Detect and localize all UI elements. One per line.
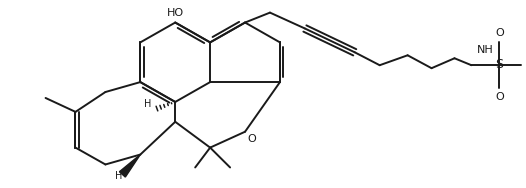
Text: H: H — [115, 171, 122, 181]
Text: S: S — [495, 58, 503, 71]
Text: NH: NH — [477, 45, 494, 55]
Text: H: H — [144, 99, 151, 109]
Text: O: O — [495, 92, 504, 102]
Text: O: O — [495, 28, 504, 38]
Polygon shape — [119, 155, 140, 177]
Text: O: O — [247, 134, 256, 144]
Text: HO: HO — [167, 8, 184, 17]
